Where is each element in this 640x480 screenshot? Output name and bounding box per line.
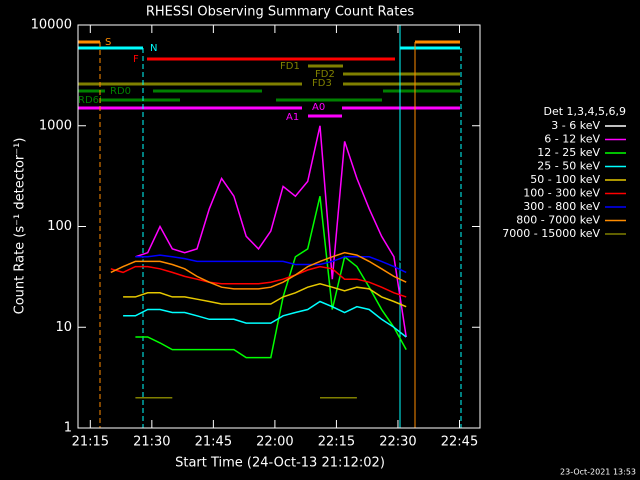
x-tick-label: 22:30 <box>379 435 416 450</box>
series-line <box>135 125 407 338</box>
legend-label: 3 - 6 keV <box>551 119 600 132</box>
legend-label: 300 - 800 keV <box>523 200 600 213</box>
series-line <box>110 251 407 290</box>
flag-label: S <box>105 37 111 48</box>
flag-bars <box>78 40 460 118</box>
x-tick-label: 21:15 <box>72 435 109 450</box>
x-tick-label: 22:45 <box>441 435 478 450</box>
y-tick-label: 10 <box>55 320 72 335</box>
legend-label: 12 - 25 keV <box>537 146 600 159</box>
series-line <box>123 300 407 338</box>
x-tick-label: 21:30 <box>133 435 170 450</box>
chart-title: RHESSI Observing Summary Count Rates <box>146 5 415 20</box>
timestamp: 23-Oct-2021 13:53 <box>560 468 636 477</box>
y-axis-label: Count Rate (s⁻¹ detector⁻¹) <box>13 138 28 315</box>
flag-label: A1 <box>286 112 299 123</box>
flag-label: FD1 <box>280 61 300 72</box>
y-tick-label: 1 <box>64 421 72 436</box>
y-tick-label: 1000 <box>39 118 72 133</box>
legend-label: 25 - 50 keV <box>537 160 600 173</box>
x-axis-label: Start Time (24-Oct-13 21:12:02) <box>175 456 385 471</box>
series-line <box>135 196 407 359</box>
legend-title: Det 1,3,4,5,6,9 <box>543 105 626 118</box>
x-tick-label: 22:15 <box>318 435 355 450</box>
x-tick-label: 21:45 <box>195 435 232 450</box>
flag-label: RD6I <box>78 95 102 106</box>
legend-label: 800 - 7000 keV <box>516 214 600 227</box>
flag-label: RD0 <box>110 86 131 97</box>
series-line <box>123 283 407 308</box>
flag-label: F <box>133 54 139 65</box>
state-lines <box>99 25 462 428</box>
y-tick-label: 100 <box>47 219 72 234</box>
flag-labels: S N F FD1 FD2 FD3 RD0 RD6I A0 A1 <box>78 37 335 123</box>
series-line <box>110 265 407 298</box>
y-tick-label: 10000 <box>31 18 72 33</box>
legend-label: 6 - 12 keV <box>544 133 600 146</box>
legend-label: 7000 - 15000 keV <box>502 227 600 240</box>
flag-label: N <box>150 43 157 54</box>
legend-label: 100 - 300 keV <box>523 187 600 200</box>
flag-label: FD3 <box>312 78 332 89</box>
legend-label: 50 - 100 keV <box>530 173 600 186</box>
flag-label: A0 <box>312 102 325 113</box>
x-tick-label: 22:00 <box>256 435 293 450</box>
flag-label: FD2 <box>315 69 335 80</box>
